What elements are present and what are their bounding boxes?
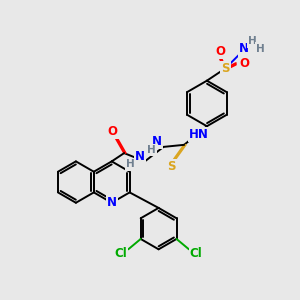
Text: N: N <box>107 196 117 209</box>
Text: O: O <box>108 125 118 138</box>
Text: Cl: Cl <box>190 247 203 260</box>
Text: N: N <box>239 42 249 55</box>
Text: N: N <box>152 135 162 148</box>
Text: H: H <box>256 44 265 54</box>
Text: H: H <box>126 160 135 170</box>
Text: S: S <box>167 160 176 173</box>
Text: H: H <box>147 145 155 155</box>
Text: HN: HN <box>189 128 208 141</box>
Text: H: H <box>248 36 257 46</box>
Text: Cl: Cl <box>115 247 128 260</box>
Text: S: S <box>221 62 230 75</box>
Text: O: O <box>215 45 225 58</box>
Text: O: O <box>239 57 249 70</box>
Text: N: N <box>135 150 145 163</box>
